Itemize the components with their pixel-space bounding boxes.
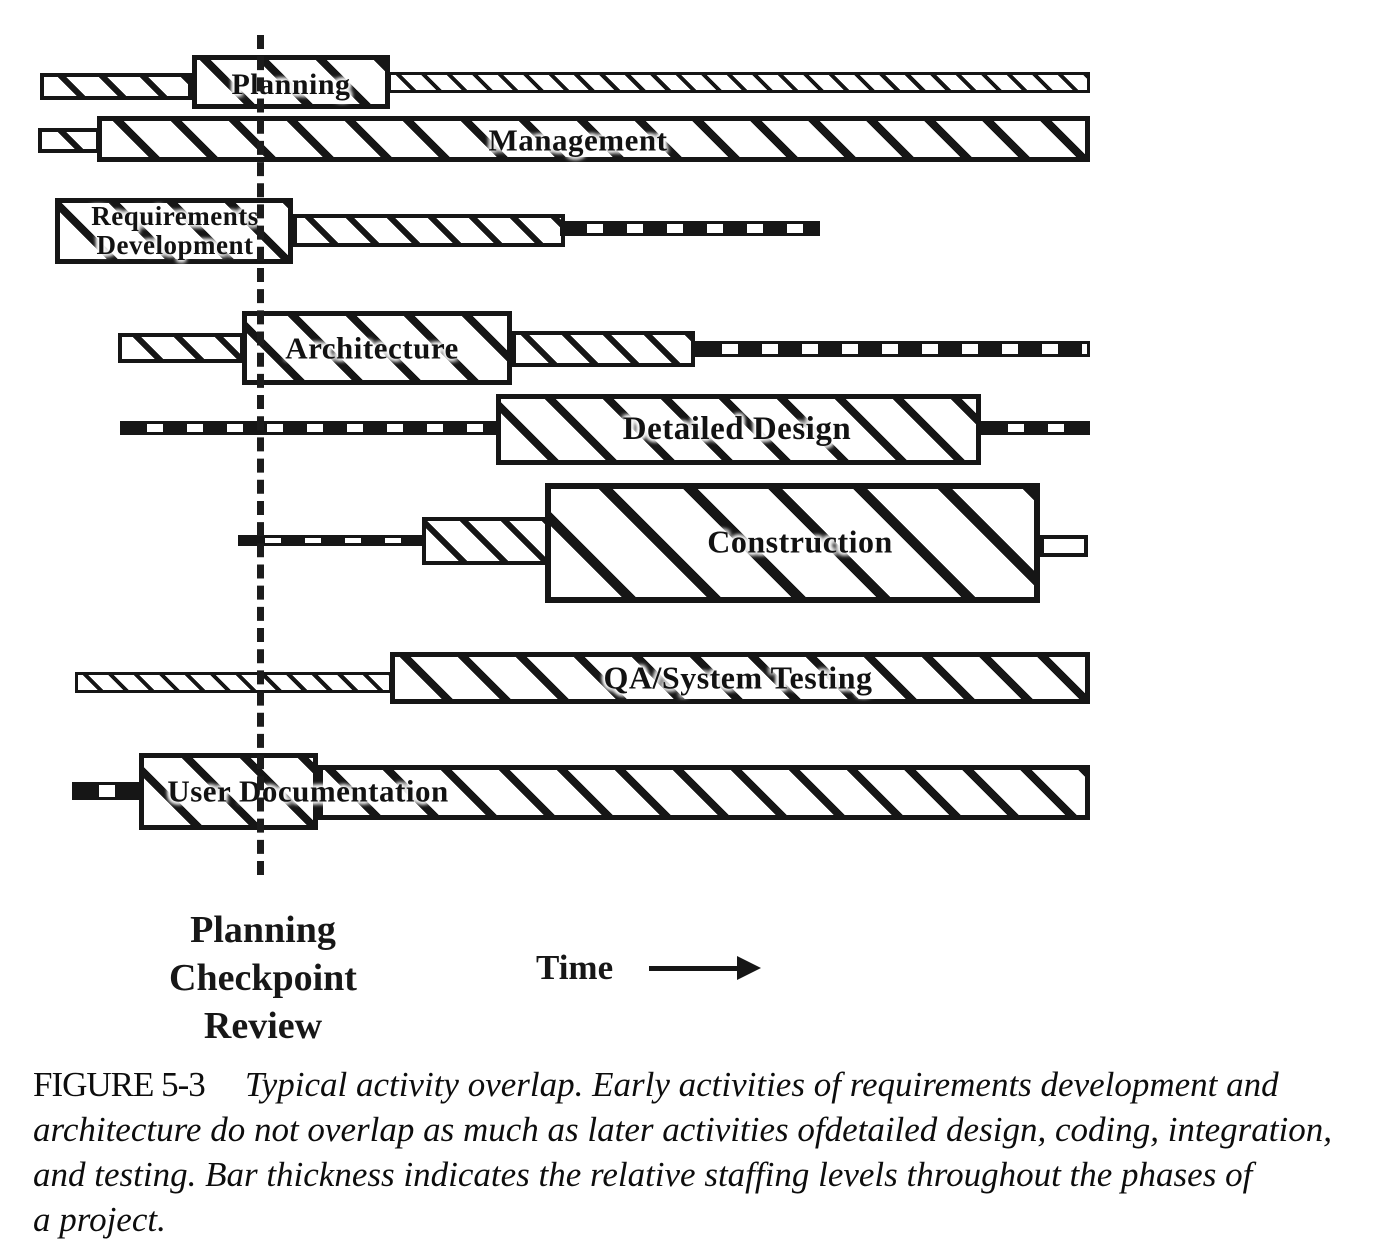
bar-requirements-development-segment (55, 198, 293, 264)
bar-detailed-design-segment (496, 393, 981, 465)
bar-requirements-development-segment (560, 220, 820, 236)
bar-detailed-design-segment (981, 421, 1090, 435)
checkpoint-line-1: Planning (190, 909, 336, 951)
checkpoint-line-2: Checkpoint (169, 957, 357, 999)
bar-planning-segment (40, 72, 192, 100)
bar-detailed-design-label: Detailed Design (622, 411, 852, 447)
bar-requirements-development-segment (293, 213, 565, 247)
caption-line-4: a project. (33, 1200, 166, 1239)
bar-detailed-design-segment (120, 421, 498, 435)
bar-construction-segment (1040, 535, 1088, 557)
bar-construction-segment (545, 483, 1040, 603)
bar-architecture-segment (512, 331, 695, 367)
bar-architecture-segment (118, 333, 244, 363)
bar-construction-segment (238, 534, 422, 546)
bar-architecture-label: Architecture (285, 330, 459, 366)
time-arrowhead-icon (737, 956, 762, 980)
time-arrow-line (649, 965, 738, 971)
planning-checkpoint-review-label: Planning Checkpoint Review (169, 906, 357, 1050)
caption-line-3: and testing. Bar thickness indicates the… (33, 1155, 1253, 1194)
bar-planning-label: Planning (231, 68, 351, 101)
bar-planning-segment (192, 55, 390, 109)
bar-user-documentation-segment (318, 764, 1090, 820)
bar-qa-system-testing-segment (75, 671, 392, 693)
bar-user-documentation-segment (72, 782, 139, 800)
bar-construction-segment (422, 517, 550, 565)
caption-line-1-text: Typical activity overlap. Early activiti… (244, 1065, 1279, 1104)
bar-user-documentation-label: User Documentation (167, 773, 449, 809)
checkpoint-line-3: Review (203, 1005, 323, 1047)
bar-user-documentation-segment (139, 752, 318, 830)
bar-qa-system-testing-label: QA/System Testing (603, 659, 873, 696)
planning-checkpoint-dashed-line (257, 35, 264, 875)
caption-line-1: FIGURE 5-3 Typical activity overlap. Earl… (33, 1062, 1373, 1107)
bar-management-segment (38, 127, 100, 153)
bar-planning-segment (388, 71, 1090, 93)
caption-line-2: architecture do not overlap as much as l… (33, 1110, 1332, 1149)
bar-architecture-segment (695, 341, 1090, 357)
bar-construction-label: Construction (707, 523, 893, 560)
time-label: Time (536, 948, 614, 987)
bar-qa-system-testing-segment (390, 652, 1090, 704)
bar-management-label: Management (488, 122, 668, 158)
bar-architecture-segment (242, 311, 512, 385)
figure-caption: FIGURE 5-3 Typical activity overlap. Earl… (33, 1062, 1373, 1242)
time-axis: Time (536, 948, 762, 988)
bar-requirements-development-label: Requirements Development (91, 201, 259, 260)
figure-number: FIGURE 5-3 (33, 1065, 206, 1104)
